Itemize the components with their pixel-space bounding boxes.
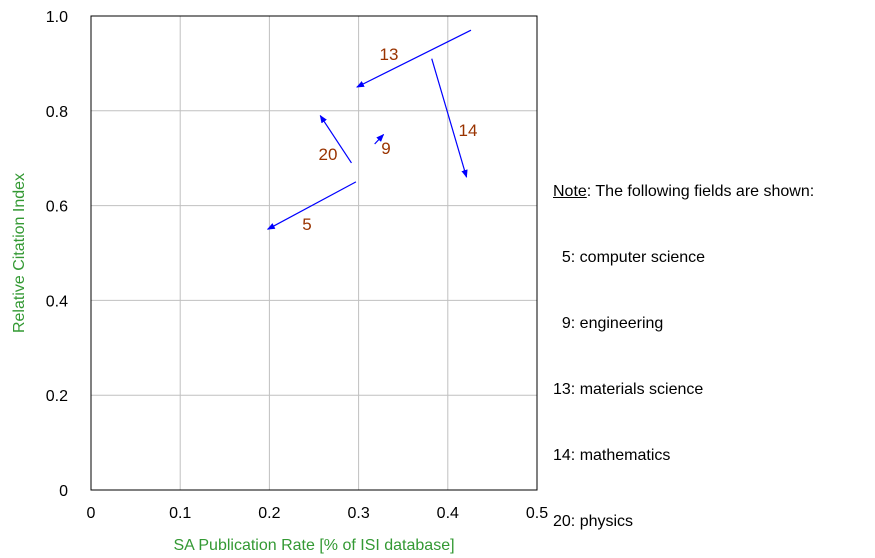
arrow-field-9 (374, 133, 385, 145)
y-tick-label: 0.6 (46, 199, 68, 216)
x-axis-ticks: 0 0.1 0.2 0.3 0.4 0.5 (87, 505, 549, 522)
note-intro: : The following fields are shown: (586, 183, 815, 200)
x-tick-label: 0.1 (169, 505, 191, 522)
note-box: Note: The following fields are shown: 5:… (553, 137, 814, 555)
note-entry: 20: physics (553, 513, 634, 530)
note-heading: Note (553, 183, 587, 200)
data-arrows: 5 9 13 14 20 (266, 29, 478, 234)
y-axis-ticks: 0 0.2 0.4 0.6 0.8 1.0 (46, 9, 68, 500)
arrow-field-13 (356, 29, 472, 88)
arrow-label-9: 9 (381, 139, 390, 158)
arrow-field-5 (266, 181, 357, 230)
y-tick-label: 0.2 (46, 388, 68, 405)
y-tick-label: 1.0 (46, 9, 68, 26)
arrow-label-13: 13 (380, 45, 399, 64)
grid-lines (90, 15, 538, 491)
arrow-field-14 (431, 58, 468, 178)
arrow-label-5: 5 (302, 215, 311, 234)
x-tick-label: 0.3 (347, 505, 369, 522)
note-entry: 9: engineering (553, 315, 664, 332)
x-tick-label: 0.4 (437, 505, 459, 522)
x-tick-label: 0.5 (526, 505, 548, 522)
note-entry: 14: mathematics (553, 447, 671, 464)
arrow-field-20 (319, 114, 352, 164)
y-axis-title: Relative Citation Index (11, 173, 28, 333)
x-axis-title: SA Publication Rate [% of ISI database] (173, 537, 454, 554)
note-entry: 5: computer science (553, 249, 706, 266)
y-tick-label: 0 (59, 483, 68, 500)
x-tick-label: 0.2 (258, 505, 280, 522)
arrow-label-14: 14 (459, 121, 478, 140)
y-tick-label: 0.8 (46, 104, 68, 121)
arrow-label-20: 20 (319, 145, 338, 164)
note-entry: 13: materials science (553, 381, 704, 398)
plot-area (90, 15, 538, 491)
x-tick-label: 0 (87, 505, 96, 522)
y-tick-label: 0.4 (46, 293, 68, 310)
